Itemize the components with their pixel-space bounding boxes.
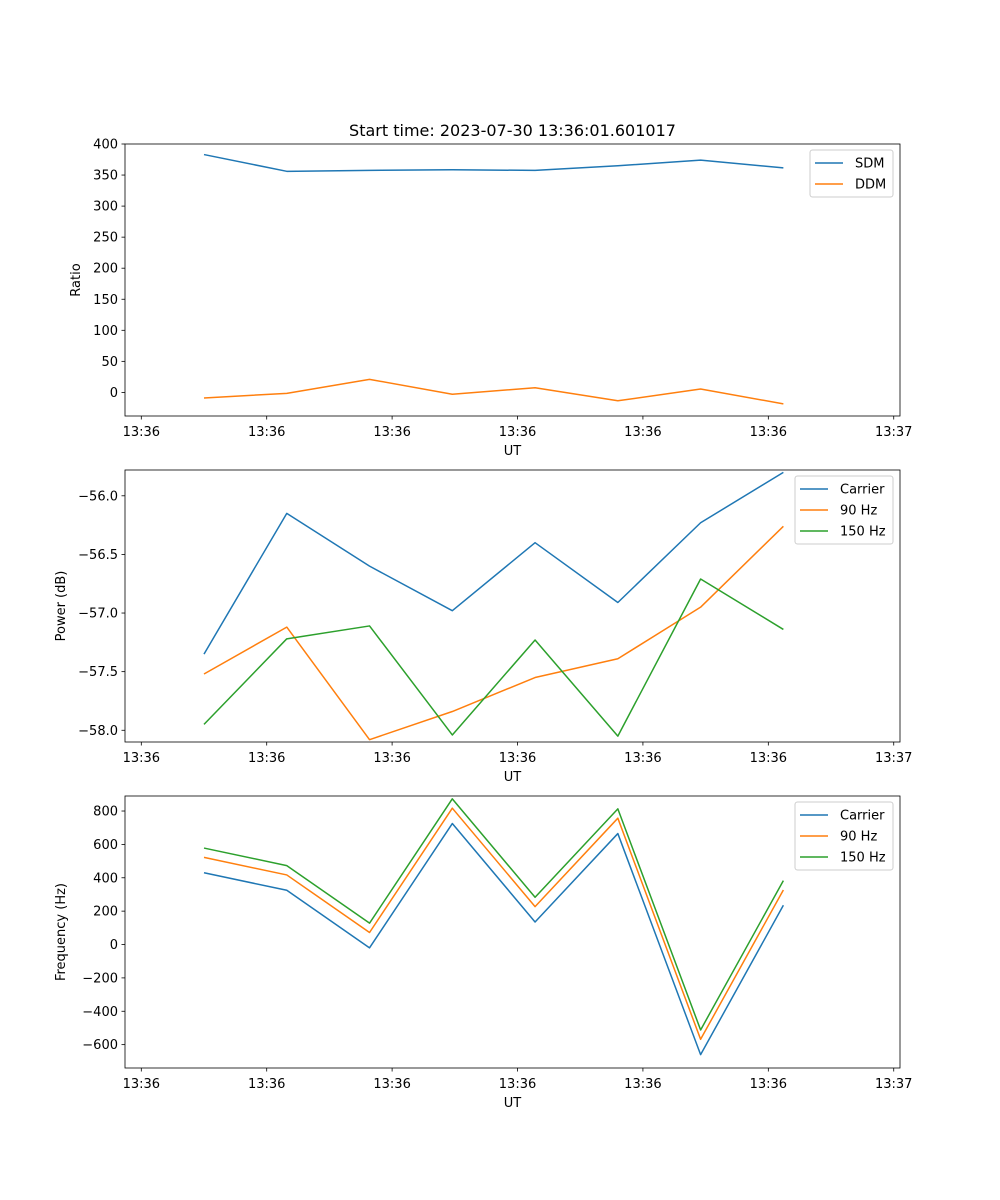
legend-entry: Carrier <box>840 809 885 824</box>
legend-entry: Carrier <box>840 483 885 498</box>
x-axis-label: UT <box>504 444 522 459</box>
y-axis-label: Ratio <box>69 263 84 296</box>
y-tick-label: 0 <box>110 938 118 953</box>
series-line-carrier <box>203 822 785 1056</box>
x-tick-label: 13:36 <box>248 425 285 440</box>
y-tick-label: −57.0 <box>78 607 118 622</box>
legend-box <box>794 801 894 871</box>
y-tick-label: −58.0 <box>78 724 118 739</box>
series-line-sdm <box>203 153 784 173</box>
x-tick-label: 13:36 <box>750 751 787 766</box>
x-tick-label: 13:36 <box>624 425 661 440</box>
x-tick-label: 13:36 <box>248 751 285 766</box>
y-tick-label: 300 <box>93 200 118 215</box>
x-tick-label: 13:36 <box>123 425 160 440</box>
y-tick-label: −200 <box>82 971 118 986</box>
series-line-carrier <box>203 471 784 655</box>
y-tick-label: −56.5 <box>78 548 118 563</box>
axes-frame <box>124 795 901 1069</box>
series-line-90-hz <box>203 807 785 1041</box>
y-tick-label: 350 <box>93 169 118 184</box>
x-axis-label: UT <box>504 1096 522 1111</box>
y-tick-label: 400 <box>93 138 118 153</box>
y-tick-label: 200 <box>93 905 118 920</box>
y-tick-label: 0 <box>110 386 118 401</box>
x-tick-label: 13:36 <box>373 751 410 766</box>
y-axis-label: Power (dB) <box>54 571 69 642</box>
x-tick-label: 13:37 <box>875 425 912 440</box>
x-tick-label: 13:36 <box>624 751 661 766</box>
x-tick-label: 13:36 <box>499 425 536 440</box>
y-tick-label: 400 <box>93 871 118 886</box>
legend: Carrier 90 Hz 150 Hz <box>794 801 894 871</box>
legend-entry: DDM <box>855 178 886 193</box>
y-tick-label: −400 <box>82 1005 118 1020</box>
x-tick-label: 13:36 <box>123 751 160 766</box>
legend-entry: 90 Hz <box>840 830 877 845</box>
y-tick-label: 50 <box>101 355 118 370</box>
series-line-150-hz <box>203 798 785 1031</box>
axes-frame <box>124 469 901 743</box>
series-line-ddm <box>203 378 784 405</box>
axes-frame <box>124 143 901 417</box>
x-tick-label: 13:37 <box>875 1077 912 1092</box>
x-tick-label: 13:36 <box>373 425 410 440</box>
x-tick-label: 13:36 <box>373 1077 410 1092</box>
x-tick-label: 13:36 <box>123 1077 160 1092</box>
y-tick-label: 600 <box>93 838 118 853</box>
x-tick-label: 13:36 <box>624 1077 661 1092</box>
series-line-90-hz <box>203 525 784 741</box>
x-tick-label: 13:36 <box>248 1077 285 1092</box>
y-tick-label: −600 <box>82 1038 118 1053</box>
panel-1: Start time: 2023-07-30 13:36:01.601017 0 5… <box>69 121 912 459</box>
legend-entry: 150 Hz <box>840 525 886 540</box>
y-axis-label: Frequency (Hz) <box>54 883 69 981</box>
y-tick-label: 800 <box>93 805 118 820</box>
legend: SDM DDM <box>809 149 894 198</box>
x-tick-label: 13:36 <box>499 751 536 766</box>
y-tick-label: 100 <box>93 324 118 339</box>
y-tick-label: 200 <box>93 262 118 277</box>
x-tick-label: 13:36 <box>750 1077 787 1092</box>
legend-entry: 90 Hz <box>840 504 877 519</box>
panel-2: −58.0 −57.5 −57.0 −56.5 −56.0 13:36 13:36 13:36… <box>54 469 912 785</box>
legend-box <box>794 475 894 545</box>
x-tick-label: 13:36 <box>499 1077 536 1092</box>
legend-entry: 150 Hz <box>840 851 886 866</box>
legend: Carrier 90 Hz 150 Hz <box>794 475 894 545</box>
series-line-150-hz <box>203 578 784 737</box>
y-tick-label: −57.5 <box>78 665 118 680</box>
y-tick-label: 150 <box>93 293 118 308</box>
y-tick-label: 250 <box>93 231 118 246</box>
panel-3: −600 −400 −200 0 200 400 600 800 13:36 13:36 13:36… <box>54 795 912 1111</box>
x-axis-label: UT <box>504 770 522 785</box>
legend-entry: SDM <box>855 157 884 172</box>
x-tick-label: 13:37 <box>875 751 912 766</box>
y-tick-label: −56.0 <box>78 489 118 504</box>
chart-title: Start time: 2023-07-30 13:36:01.601017 <box>349 121 676 140</box>
x-tick-label: 13:36 <box>750 425 787 440</box>
legend-box <box>809 149 894 198</box>
